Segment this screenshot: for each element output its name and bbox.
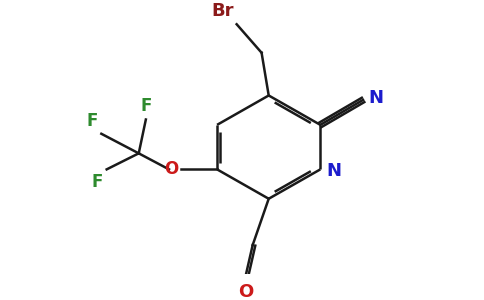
Text: O: O bbox=[238, 283, 253, 300]
Text: F: F bbox=[92, 173, 103, 191]
Text: Br: Br bbox=[212, 2, 234, 20]
Text: F: F bbox=[140, 97, 151, 115]
Text: N: N bbox=[327, 162, 342, 180]
Text: O: O bbox=[165, 160, 179, 178]
Text: N: N bbox=[368, 89, 383, 107]
Text: F: F bbox=[87, 112, 98, 130]
